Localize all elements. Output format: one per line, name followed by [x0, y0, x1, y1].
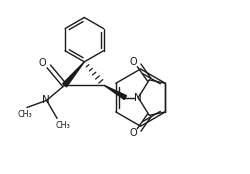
Text: O: O — [130, 57, 138, 67]
Text: CH₃: CH₃ — [17, 110, 32, 119]
Text: O: O — [38, 58, 46, 68]
Polygon shape — [104, 85, 126, 100]
Text: N: N — [134, 93, 142, 103]
Text: CH₃: CH₃ — [56, 121, 71, 130]
Text: O: O — [130, 128, 138, 138]
Polygon shape — [63, 62, 84, 87]
Text: N: N — [42, 95, 50, 105]
